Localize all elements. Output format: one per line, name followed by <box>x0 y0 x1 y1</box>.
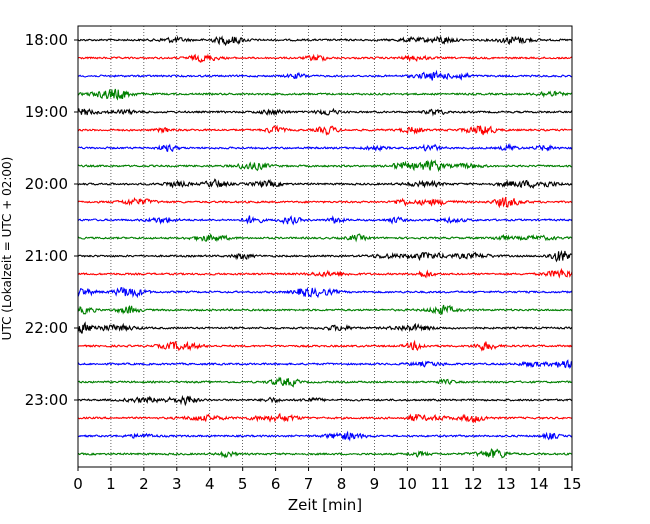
seismogram-trace <box>77 359 573 370</box>
seismogram-trace <box>77 35 573 47</box>
seismogram-trace <box>77 339 573 352</box>
seismogram-trace <box>77 249 573 263</box>
seismogram-trace <box>77 267 573 279</box>
x-tick-label: 10 <box>398 475 417 493</box>
seismogram-trace <box>77 159 573 173</box>
y-tick-label: 20:00 <box>25 175 68 193</box>
y-tick-label: 21:00 <box>25 247 68 265</box>
seismogram-trace <box>77 107 573 117</box>
seismogram-trace <box>77 124 573 136</box>
x-tick-label: 12 <box>464 475 483 493</box>
seismogram-trace <box>77 430 573 442</box>
x-tick-label: 5 <box>238 475 248 493</box>
y-axis-label: UTC (Lokalzeit = UTC + 02:00) <box>0 157 14 341</box>
y-tick-label: 23:00 <box>25 391 68 409</box>
seismogram-trace <box>77 412 573 424</box>
tick-layer: 0 1 2 3 4 5 6 7 8 9 10 11 12 13 14 1518:0019:0020:0021:… <box>25 31 582 493</box>
seismogram-trace <box>77 69 573 81</box>
x-tick-label: 15 <box>562 475 581 493</box>
y-tick-label: 22:00 <box>25 319 68 337</box>
x-tick-label: 13 <box>497 475 516 493</box>
seismogram-trace <box>77 215 573 226</box>
x-tick-label: 7 <box>304 475 314 493</box>
y-tick-label: 18:00 <box>25 31 68 49</box>
seismogram-trace <box>77 142 573 153</box>
seismogram-trace <box>77 321 573 334</box>
seismogram-trace <box>77 88 573 101</box>
x-tick-label: 9 <box>370 475 380 493</box>
seismogram-trace <box>77 196 573 209</box>
x-tick-label: 0 <box>73 475 83 493</box>
seismogram-trace <box>77 178 573 189</box>
x-axis-label: Zeit [min] <box>288 496 362 514</box>
seismogram-trace <box>77 233 573 243</box>
seismogram-trace <box>77 304 573 315</box>
x-tick-label: 11 <box>431 475 450 493</box>
x-tick-label: 1 <box>106 475 116 493</box>
seismogram-trace <box>77 53 573 63</box>
y-tick-label: 19:00 <box>25 103 68 121</box>
seismogram-trace <box>77 286 573 299</box>
x-tick-label: 4 <box>205 475 215 493</box>
seismogram-trace <box>78 448 573 459</box>
seismogram-trace <box>77 394 573 407</box>
seismogram-trace <box>77 376 573 388</box>
x-tick-label: 6 <box>271 475 281 493</box>
trace-layer <box>77 35 573 459</box>
x-tick-label: 14 <box>530 475 549 493</box>
plot-frame <box>77 25 573 468</box>
x-tick-label: 2 <box>139 475 149 493</box>
x-tick-label: 8 <box>337 475 347 493</box>
x-tick-label: 3 <box>172 475 182 493</box>
